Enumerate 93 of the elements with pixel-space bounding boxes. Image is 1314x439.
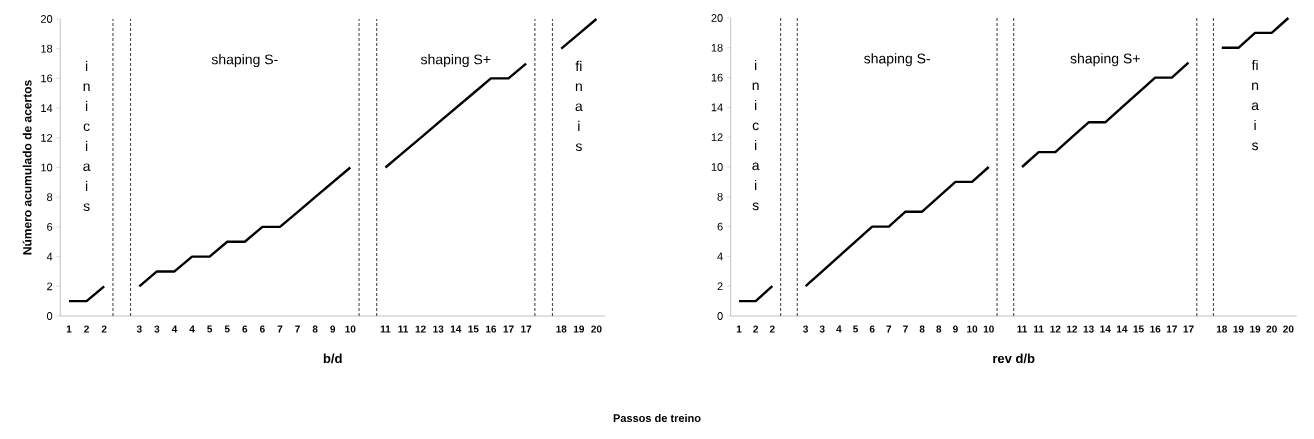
x-tick-label: 9 (952, 325, 958, 333)
x-tick-label: 2 (769, 325, 775, 333)
x-tick-label: 10 (967, 325, 978, 333)
y-tick-label: 2 (717, 282, 723, 291)
x-tick-label: 3 (136, 325, 142, 333)
x-tick-label: 6 (869, 325, 875, 333)
x-tick-label: 14 (1100, 325, 1111, 333)
x-tick-label: 12 (1067, 325, 1078, 333)
annotation: shaping S+ (420, 54, 491, 68)
annotation: iniciais (752, 59, 760, 211)
x-tick-label: 5 (207, 325, 213, 333)
x-tick-label: 15 (468, 325, 479, 333)
x-tick-label: 7 (277, 325, 283, 333)
x-tick-label: 17 (503, 325, 514, 333)
y-tick-label: 10 (41, 163, 53, 172)
x-tick-label: 6 (242, 325, 248, 333)
y-tick-label: 20 (711, 14, 723, 22)
annotation: shaping S- (211, 54, 278, 68)
x-tick-label: 8 (919, 325, 925, 333)
x-axis-title: rev d/b (993, 353, 1035, 364)
x-tick-label: 1 (736, 325, 742, 333)
y-tick-label: 6 (717, 222, 723, 231)
x-tick-label: 7 (295, 325, 300, 333)
x-tick-label: 13 (1083, 325, 1094, 333)
x-tick-label: 19 (1233, 325, 1244, 333)
y-tick-label: 4 (717, 252, 723, 261)
y-tick-label: 16 (711, 73, 723, 82)
x-tick-label: 2 (84, 325, 89, 333)
x-tick-label: 11 (1017, 325, 1028, 333)
x-tick-label: 2 (101, 325, 107, 333)
x-tick-label: 4 (836, 325, 842, 333)
x-tick-label: 14 (1116, 325, 1128, 333)
annotation: iniciais (83, 60, 91, 212)
x-tick-label: 7 (903, 325, 908, 333)
y-tick-label: 12 (711, 133, 723, 142)
x-tick-label: 11 (398, 325, 409, 333)
y-tick-label: 0 (46, 312, 53, 320)
y-tick-label: 18 (711, 43, 723, 52)
y-tick-label: 12 (41, 133, 53, 142)
x-tick-label: 19 (573, 325, 585, 333)
y-tick-label: 4 (46, 252, 53, 261)
x-tick-label: 19 (1250, 325, 1261, 333)
x-tick-label: 17 (1166, 325, 1177, 333)
x-tick-label: 18 (1216, 325, 1228, 333)
annotation: finais (575, 60, 583, 152)
y-tick-label: 8 (717, 192, 723, 201)
x-tick-label: 2 (753, 325, 759, 333)
x-axis-title: b/d (323, 353, 342, 364)
x-tick-label: 5 (853, 325, 859, 333)
annotation: shaping S+ (1070, 53, 1140, 67)
y-tick-label: 14 (711, 103, 723, 112)
x-tick-label: 17 (521, 325, 532, 333)
x-tick-label: 11 (1034, 325, 1044, 333)
x-tick-label: 3 (154, 325, 160, 333)
x-tick-label: 1 (66, 325, 72, 333)
x-tick-label: 4 (171, 325, 178, 333)
x-tick-label: 3 (819, 325, 825, 333)
x-tick-label: 12 (415, 325, 426, 333)
x-tick-label: 20 (591, 325, 602, 333)
x-tick-label: 16 (1150, 325, 1161, 333)
y-tick-label: 14 (41, 104, 53, 112)
text: Passos de treino (613, 413, 701, 423)
x-tick-label: 18 (556, 325, 567, 333)
y-tick-label: 18 (41, 44, 53, 53)
annotation: shaping S- (864, 53, 930, 67)
y-tick-label: 0 (717, 312, 723, 320)
y-tick-label: 10 (711, 163, 723, 171)
x-tick-label: 5 (224, 325, 230, 333)
y-tick-label: 16 (41, 74, 53, 83)
x-tick-label: 4 (189, 325, 195, 333)
x-tick-label: 8 (312, 325, 318, 333)
y-tick-label: 20 (40, 15, 53, 23)
x-tick-label: 10 (983, 325, 994, 333)
x-tick-label: 6 (259, 325, 265, 333)
x-tick-label: 20 (1283, 325, 1294, 333)
x-tick-label: 8 (936, 325, 942, 333)
y-tick-label: 2 (47, 282, 53, 291)
y-tick-label: 6 (47, 223, 53, 231)
x-tick-label: 7 (886, 325, 892, 333)
x-tick-label: 20 (1266, 325, 1277, 333)
x-tick-label: 15 (1133, 325, 1144, 333)
x-tick-label: 17 (1183, 325, 1194, 333)
y-axis-title: Número acumulado de acertos (22, 80, 32, 255)
annotation: finais (1251, 59, 1259, 151)
x-tick-label: 10 (345, 325, 356, 333)
x-tick-label: 12 (1050, 325, 1061, 333)
x-tick-label: 16 (486, 325, 497, 333)
x-tick-label: 14 (450, 325, 462, 333)
x-tick-label: 9 (330, 325, 336, 333)
x-tick-label: 11 (380, 325, 391, 333)
y-tick-label: 8 (47, 193, 53, 202)
x-tick-label: 13 (433, 325, 444, 333)
x-tick-label: 3 (803, 325, 809, 333)
